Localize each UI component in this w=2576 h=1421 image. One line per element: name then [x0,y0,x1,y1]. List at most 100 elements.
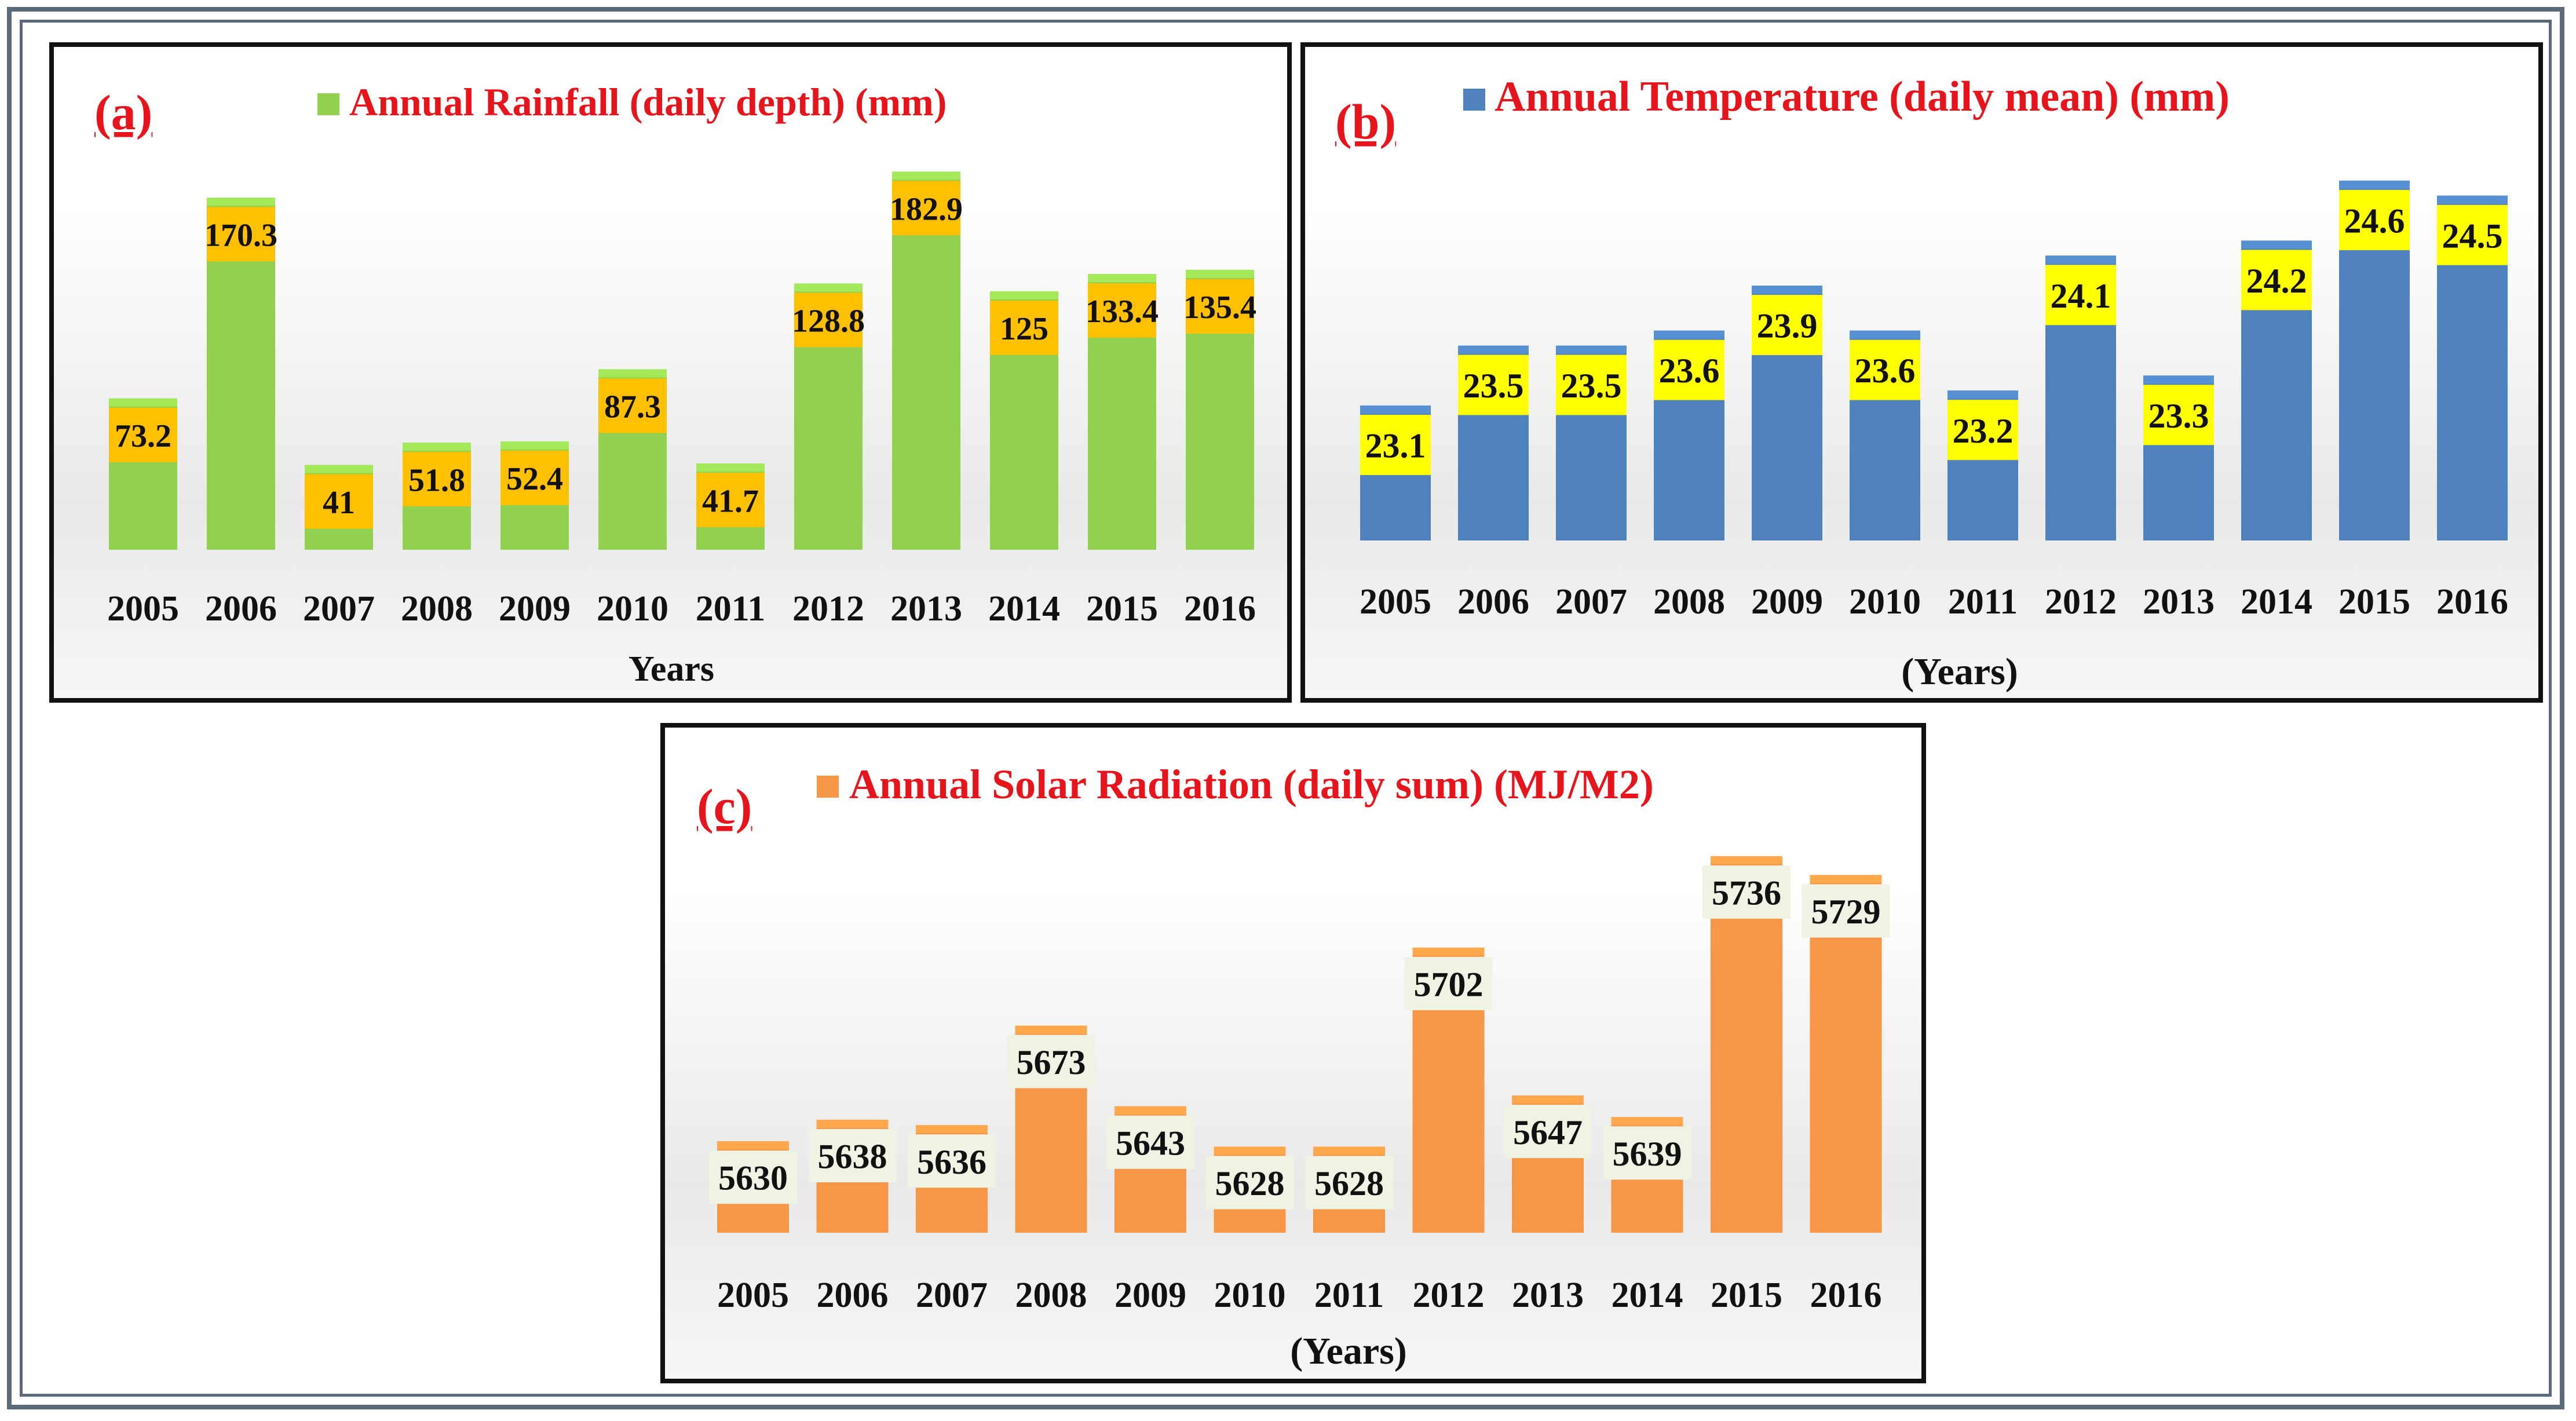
temperature-data-label-2007: 23.5 [1561,367,1622,405]
solar-data-label-box-2010 [1205,1156,1294,1210]
solar-bar-cap-2015 [1711,856,1782,864]
solar-x-tick-2006: 2006 [817,1276,889,1315]
rainfall-data-label-box-2016 [1186,279,1254,334]
rainfall-data-label-2014: 125 [1000,311,1048,347]
temperature-bar-cap-2009 [1752,286,1822,294]
temperature-bar-cap-2012 [2045,255,2116,264]
rainfall-x-tick-2008: 2008 [401,589,473,629]
solar-data-label-box-2005 [709,1150,797,1204]
solar-data-label-2007: 5636 [917,1143,986,1181]
rainfall-data-label-2009: 52.4 [506,461,563,497]
rainfall-chart-panel: (a) Annual Rainfall (daily depth) (mm) 7… [49,42,1292,703]
solar-x-tick-2010: 2010 [1214,1276,1286,1315]
chart-title-solar: Annual Solar Radiation (daily sum) (MJ/M… [849,761,1654,808]
temperature-bar-cap-2011 [1947,390,2018,399]
temperature-data-label-box-2010 [1850,339,1920,400]
solar-x-tick-2009: 2009 [1115,1276,1186,1315]
temperature-data-label-box-2011 [1947,400,2018,461]
rainfall-data-label-box-2006 [207,207,275,262]
panel-label-b: (b) [1335,94,1396,149]
solar-data-label-box-2008 [1007,1035,1095,1088]
temperature-x-tick-2015: 2015 [2339,582,2410,622]
panel-label-a: (a) [94,85,152,140]
solar-bar-cap-2006 [816,1119,889,1128]
panel-label-c: (c) [697,779,752,834]
temperature-x-tick-2012: 2012 [2045,582,2117,622]
rainfall-data-label-2010: 87.3 [604,389,661,425]
temperature-data-label-box-2006 [1458,355,1529,415]
rainfall-data-label-2015: 133.4 [1086,294,1159,330]
temperature-data-label-box-2009 [1752,295,1822,355]
solar-x-tick-2008: 2008 [1015,1276,1087,1315]
solar-data-label-box-2012 [1404,956,1493,1010]
temperature-data-label-box-2014 [2241,250,2312,310]
temperature-data-label-2011: 23.2 [1953,412,2014,450]
temperature-data-label-2010: 23.6 [1855,352,1916,390]
solar-x-tick-2005: 2005 [717,1276,789,1315]
rainfall-data-label-2011: 41.7 [702,483,759,519]
rainfall-x-tick-2011: 2011 [696,589,766,629]
solar-data-label-2010: 5628 [1215,1164,1285,1203]
temperature-x-tick-2006: 2006 [1457,582,1529,622]
rainfall-data-label-2006: 170.3 [204,217,277,253]
temperature-x-tick-2011: 2011 [1948,582,2018,622]
rainfall-x-tick-2007: 2007 [303,589,375,629]
solar-data-label-2009: 5643 [1116,1124,1185,1162]
x-axis-label-temperature: (Years) [1901,651,2018,693]
solar-data-label-box-2006 [808,1128,897,1182]
rainfall-bar-cap-2011 [696,463,765,472]
rainfall-bar-cap-2006 [207,198,275,206]
temperature-data-label-box-2015 [2339,189,2410,250]
temperature-chart-panel: (b) Annual Temperature (daily mean) (mm)… [1300,42,2543,703]
rainfall-x-tick-2006: 2006 [205,589,277,629]
temperature-x-tick-2013: 2013 [2143,582,2215,622]
temperature-bar-cap-2010 [1850,330,1920,339]
rainfall-data-label-box-2008 [403,452,471,507]
temperature-bar-cap-2013 [2143,375,2214,384]
rainfall-bar-cap-2008 [403,443,471,451]
solar-bar-cap-2010 [1214,1146,1286,1155]
rainfall-bar-cap-2013 [892,171,960,180]
chart-title-temperature: Annual Temperature (daily mean) (mm) [1495,73,2230,120]
temperature-data-label-2016: 24.5 [2442,217,2503,255]
temperature-bar-cap-2005 [1360,406,1431,414]
rainfall-x-tick-2010: 2010 [597,589,668,629]
rainfall-data-label-box-2007 [305,474,373,529]
rainfall-data-label-2016: 135.4 [1183,290,1256,326]
temperature-data-label-2012: 24.1 [2051,277,2111,315]
solar-data-label-box-2013 [1504,1105,1592,1159]
solar-data-label-2016: 5729 [1811,893,1881,931]
temperature-x-tick-2010: 2010 [1849,582,1921,622]
rainfall-x-tick-2009: 2009 [499,589,571,629]
temperature-data-label-box-2007 [1556,355,1627,415]
rainfall-data-label-2007: 41 [323,485,355,521]
solar-bar-cap-2009 [1115,1106,1186,1115]
rainfall-x-tick-2014: 2014 [988,589,1060,629]
solar-bar-cap-2016 [1810,875,1882,883]
temperature-chart: (b) Annual Temperature (daily mean) (mm)… [1335,73,2508,693]
temperature-bar-cap-2016 [2437,195,2508,204]
solar-data-label-2011: 5628 [1314,1164,1384,1203]
solar-x-tick-2007: 2007 [916,1276,988,1315]
solar-data-label-2015: 5736 [1712,874,1781,912]
solar-data-label-2008: 5673 [1017,1043,1086,1082]
solar-data-label-box-2014 [1603,1126,1691,1180]
temperature-data-label-box-2008 [1654,339,1724,400]
temperature-data-label-2009: 23.9 [1757,307,1818,345]
solar-bar-cap-2014 [1611,1117,1683,1126]
rainfall-bar-cap-2010 [598,369,667,378]
temperature-data-label-2005: 23.1 [1365,427,1426,465]
rainfall-data-label-box-2009 [500,451,569,506]
rainfall-x-tick-2016: 2016 [1184,589,1256,629]
x-axis-label-solar: (Years) [1290,1330,1407,1372]
rainfall-data-label-box-2005 [109,407,177,462]
rainfall-data-label-box-2013 [892,181,960,236]
temperature-data-label-box-2016 [2437,204,2508,265]
rainfall-data-label-box-2011 [696,473,765,528]
temperature-bar-cap-2007 [1556,345,1627,354]
inner-frame [20,20,2552,1397]
rainfall-data-label-box-2014 [990,300,1058,355]
solar-data-label-2012: 5702 [1414,965,1484,1003]
rainfall-bar-cap-2012 [794,283,863,292]
temperature-data-label-box-2005 [1360,415,1431,476]
